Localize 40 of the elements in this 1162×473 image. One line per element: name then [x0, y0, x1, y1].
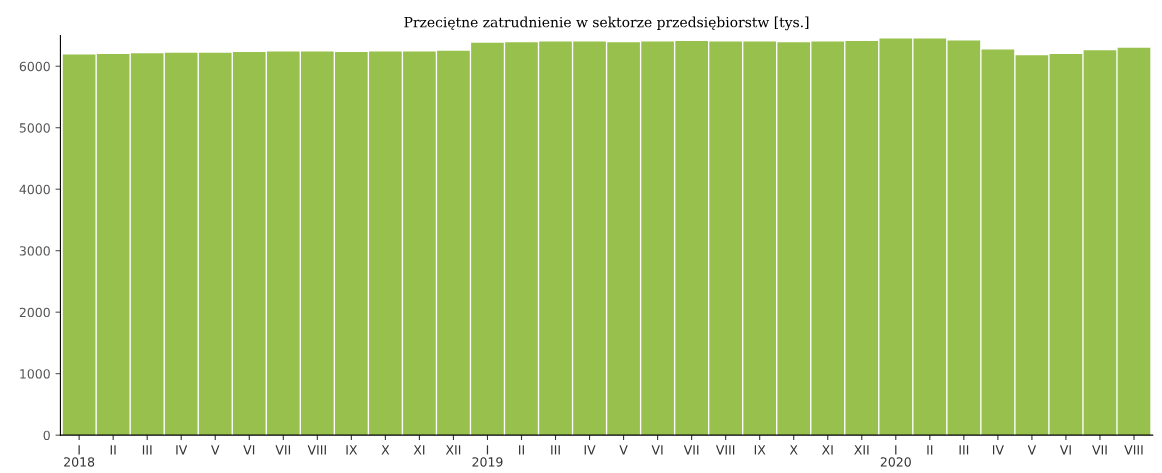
y-tick-label: 5000 [19, 123, 50, 133]
chart-title: Przeciętne zatrudnienie w sektorze przedsiębiorstw [tys.] [404, 16, 809, 31]
x-tick-label: X [381, 445, 390, 455]
x-tick-label: VII [275, 445, 291, 455]
x-tick-label: VIII [1124, 445, 1143, 455]
x-tick-label: VIII [307, 445, 326, 455]
y-tick-label: 1000 [20, 369, 50, 379]
x-tick-label: IV [992, 445, 1004, 455]
x-tick-label: VII [1092, 445, 1107, 455]
y-tick-label: 2000 [19, 307, 50, 318]
x-tick-label: I 2020 [880, 445, 911, 467]
x-tick-label: I 2019 [472, 445, 503, 467]
x-tick-label: IV [176, 445, 188, 455]
x-tick-label: X [789, 445, 798, 455]
x-tick-label: IX [346, 445, 358, 455]
x-tick-label: V [1027, 445, 1037, 455]
x-tick-label: III [551, 445, 560, 455]
x-tick-label: VI [651, 445, 663, 455]
x-tick-label: I 2018 [64, 445, 95, 467]
x-tick-label: II [110, 445, 116, 455]
y-tick-label: 3000 [19, 246, 50, 256]
x-tick-label: XI [413, 445, 425, 455]
x-tick-label: IX [754, 445, 766, 455]
x-tick-label: VI [243, 445, 255, 455]
x-tick-label: XI [821, 445, 833, 455]
x-tick-label: VII [683, 445, 699, 455]
x-tick-label: V [619, 445, 628, 455]
x-tick-label: II [519, 445, 524, 455]
x-tick-label: III [959, 445, 969, 455]
x-tick-label: VIII [715, 445, 735, 455]
x-tick-label: III [142, 445, 152, 455]
x-tick-label: II [927, 445, 933, 455]
x-tick-label: VI [1059, 445, 1071, 455]
y-tick-label: 0 [43, 430, 50, 441]
x-tick-label: V [211, 445, 220, 455]
y-tick-label: 6000 [19, 61, 50, 72]
x-tick-label: XII [445, 445, 461, 455]
x-tick-label: XII [854, 445, 869, 455]
x-tick-label: IV [584, 445, 596, 455]
y-tick-label: 4000 [19, 184, 50, 195]
